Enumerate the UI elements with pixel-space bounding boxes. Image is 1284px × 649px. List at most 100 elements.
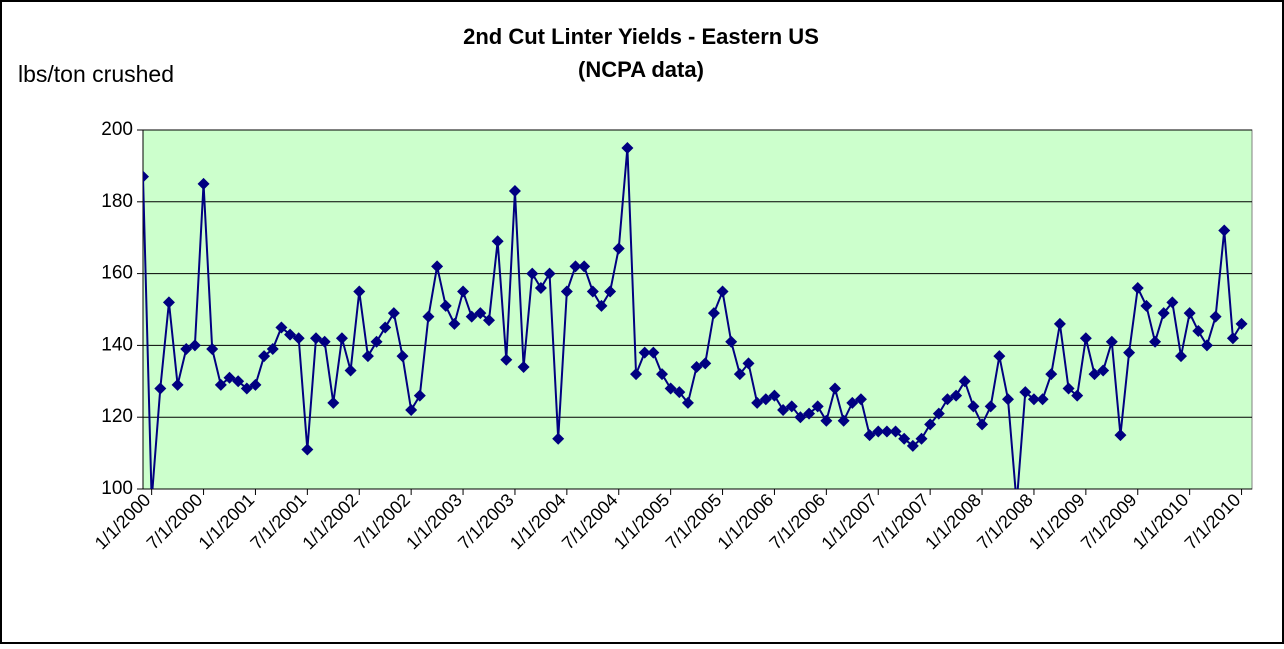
data-point (284, 328, 297, 341)
data-point (543, 267, 556, 280)
data-point (932, 407, 945, 420)
chart-title: 2nd Cut Linter Yields - Eastern US (463, 24, 819, 49)
data-point (1123, 346, 1136, 359)
data-point (976, 418, 989, 431)
data-point (188, 339, 201, 352)
data-point (143, 170, 149, 183)
data-point (318, 335, 331, 348)
data-point (621, 141, 634, 154)
data-point (1226, 332, 1239, 345)
data-point (578, 260, 591, 273)
y-axis-label: lbs/ton crushed (18, 61, 174, 87)
chart-subtitle: (NCPA data) (578, 57, 704, 82)
data-point (837, 414, 850, 427)
data-point (180, 342, 193, 355)
y-tick-label: 160 (101, 263, 133, 284)
data-point (967, 400, 980, 413)
data-point (457, 285, 470, 298)
data-point (448, 317, 461, 330)
data-point (647, 346, 660, 359)
data-point (846, 396, 859, 409)
data-point (206, 342, 219, 355)
data-point (249, 378, 262, 391)
data-point (604, 285, 617, 298)
data-point (742, 357, 755, 370)
data-point (993, 350, 1006, 363)
data-point (171, 378, 184, 391)
data-point (941, 393, 954, 406)
data-point (898, 432, 911, 445)
data-point (1131, 281, 1144, 294)
data-point (310, 332, 322, 345)
data-point (474, 307, 487, 320)
data-point (569, 260, 582, 273)
data-point (560, 285, 573, 298)
y-tick-label: 100 (101, 478, 133, 499)
data-point (915, 432, 928, 445)
data-point (344, 364, 357, 377)
data-point (872, 425, 885, 438)
data-point (1192, 325, 1205, 338)
data-point (725, 335, 738, 348)
data-point (984, 400, 997, 413)
data-point (1079, 332, 1092, 345)
data-point (275, 321, 288, 334)
data-point (1071, 389, 1084, 402)
data-point (1036, 393, 1049, 406)
data-point (889, 425, 902, 438)
data-point (699, 357, 712, 370)
data-point (759, 393, 772, 406)
data-point (820, 414, 833, 427)
data-point (1045, 368, 1058, 381)
data-point (1105, 335, 1118, 348)
data-point (768, 389, 781, 402)
data-point (906, 439, 919, 452)
data-point (534, 281, 547, 294)
data-point (950, 389, 963, 402)
data-point (335, 332, 348, 345)
data-point (863, 429, 876, 442)
data-point (379, 321, 392, 334)
data-point (656, 368, 668, 381)
data-point (630, 368, 643, 381)
data-point (707, 307, 720, 320)
data-point (1209, 310, 1222, 323)
data-point (673, 386, 686, 399)
data-point (794, 411, 807, 424)
data-point (1062, 382, 1075, 395)
data-point (422, 310, 435, 323)
data-point (258, 350, 271, 363)
data-point (1097, 364, 1110, 377)
data-point (405, 404, 418, 417)
data-point (292, 332, 305, 345)
data-point (1019, 386, 1032, 399)
data-point (1183, 307, 1196, 320)
data-point (777, 404, 790, 417)
data-point (439, 299, 452, 312)
data-point (733, 368, 746, 381)
data-point (1200, 339, 1213, 352)
data-point (483, 314, 495, 327)
data-line (143, 147, 1243, 489)
data-point (716, 285, 729, 298)
y-tick-label: 180 (101, 191, 133, 212)
data-point (829, 382, 841, 395)
data-point (1235, 317, 1248, 330)
data-point (500, 353, 513, 366)
y-tick-label: 120 (101, 406, 133, 427)
data-point (413, 389, 426, 402)
data-point (1088, 368, 1101, 381)
data-point (301, 443, 314, 456)
data-point (595, 299, 608, 312)
data-point (327, 396, 340, 409)
data-point (612, 242, 625, 255)
data-point (586, 285, 599, 298)
plot-area (142, 129, 1253, 490)
data-point (361, 350, 374, 363)
data-point (1053, 317, 1066, 330)
data-point (638, 346, 651, 359)
data-point (1149, 335, 1162, 348)
data-point (751, 396, 764, 409)
data-point (1157, 307, 1170, 320)
